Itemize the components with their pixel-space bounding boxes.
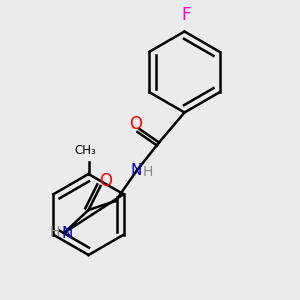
- Text: N: N: [61, 226, 73, 242]
- Text: O: O: [99, 172, 112, 190]
- Text: CH₃: CH₃: [75, 144, 96, 157]
- Text: N: N: [131, 164, 142, 178]
- Text: F: F: [181, 6, 191, 24]
- Text: O: O: [129, 115, 142, 133]
- Text: H: H: [143, 166, 153, 179]
- Text: H: H: [50, 225, 60, 238]
